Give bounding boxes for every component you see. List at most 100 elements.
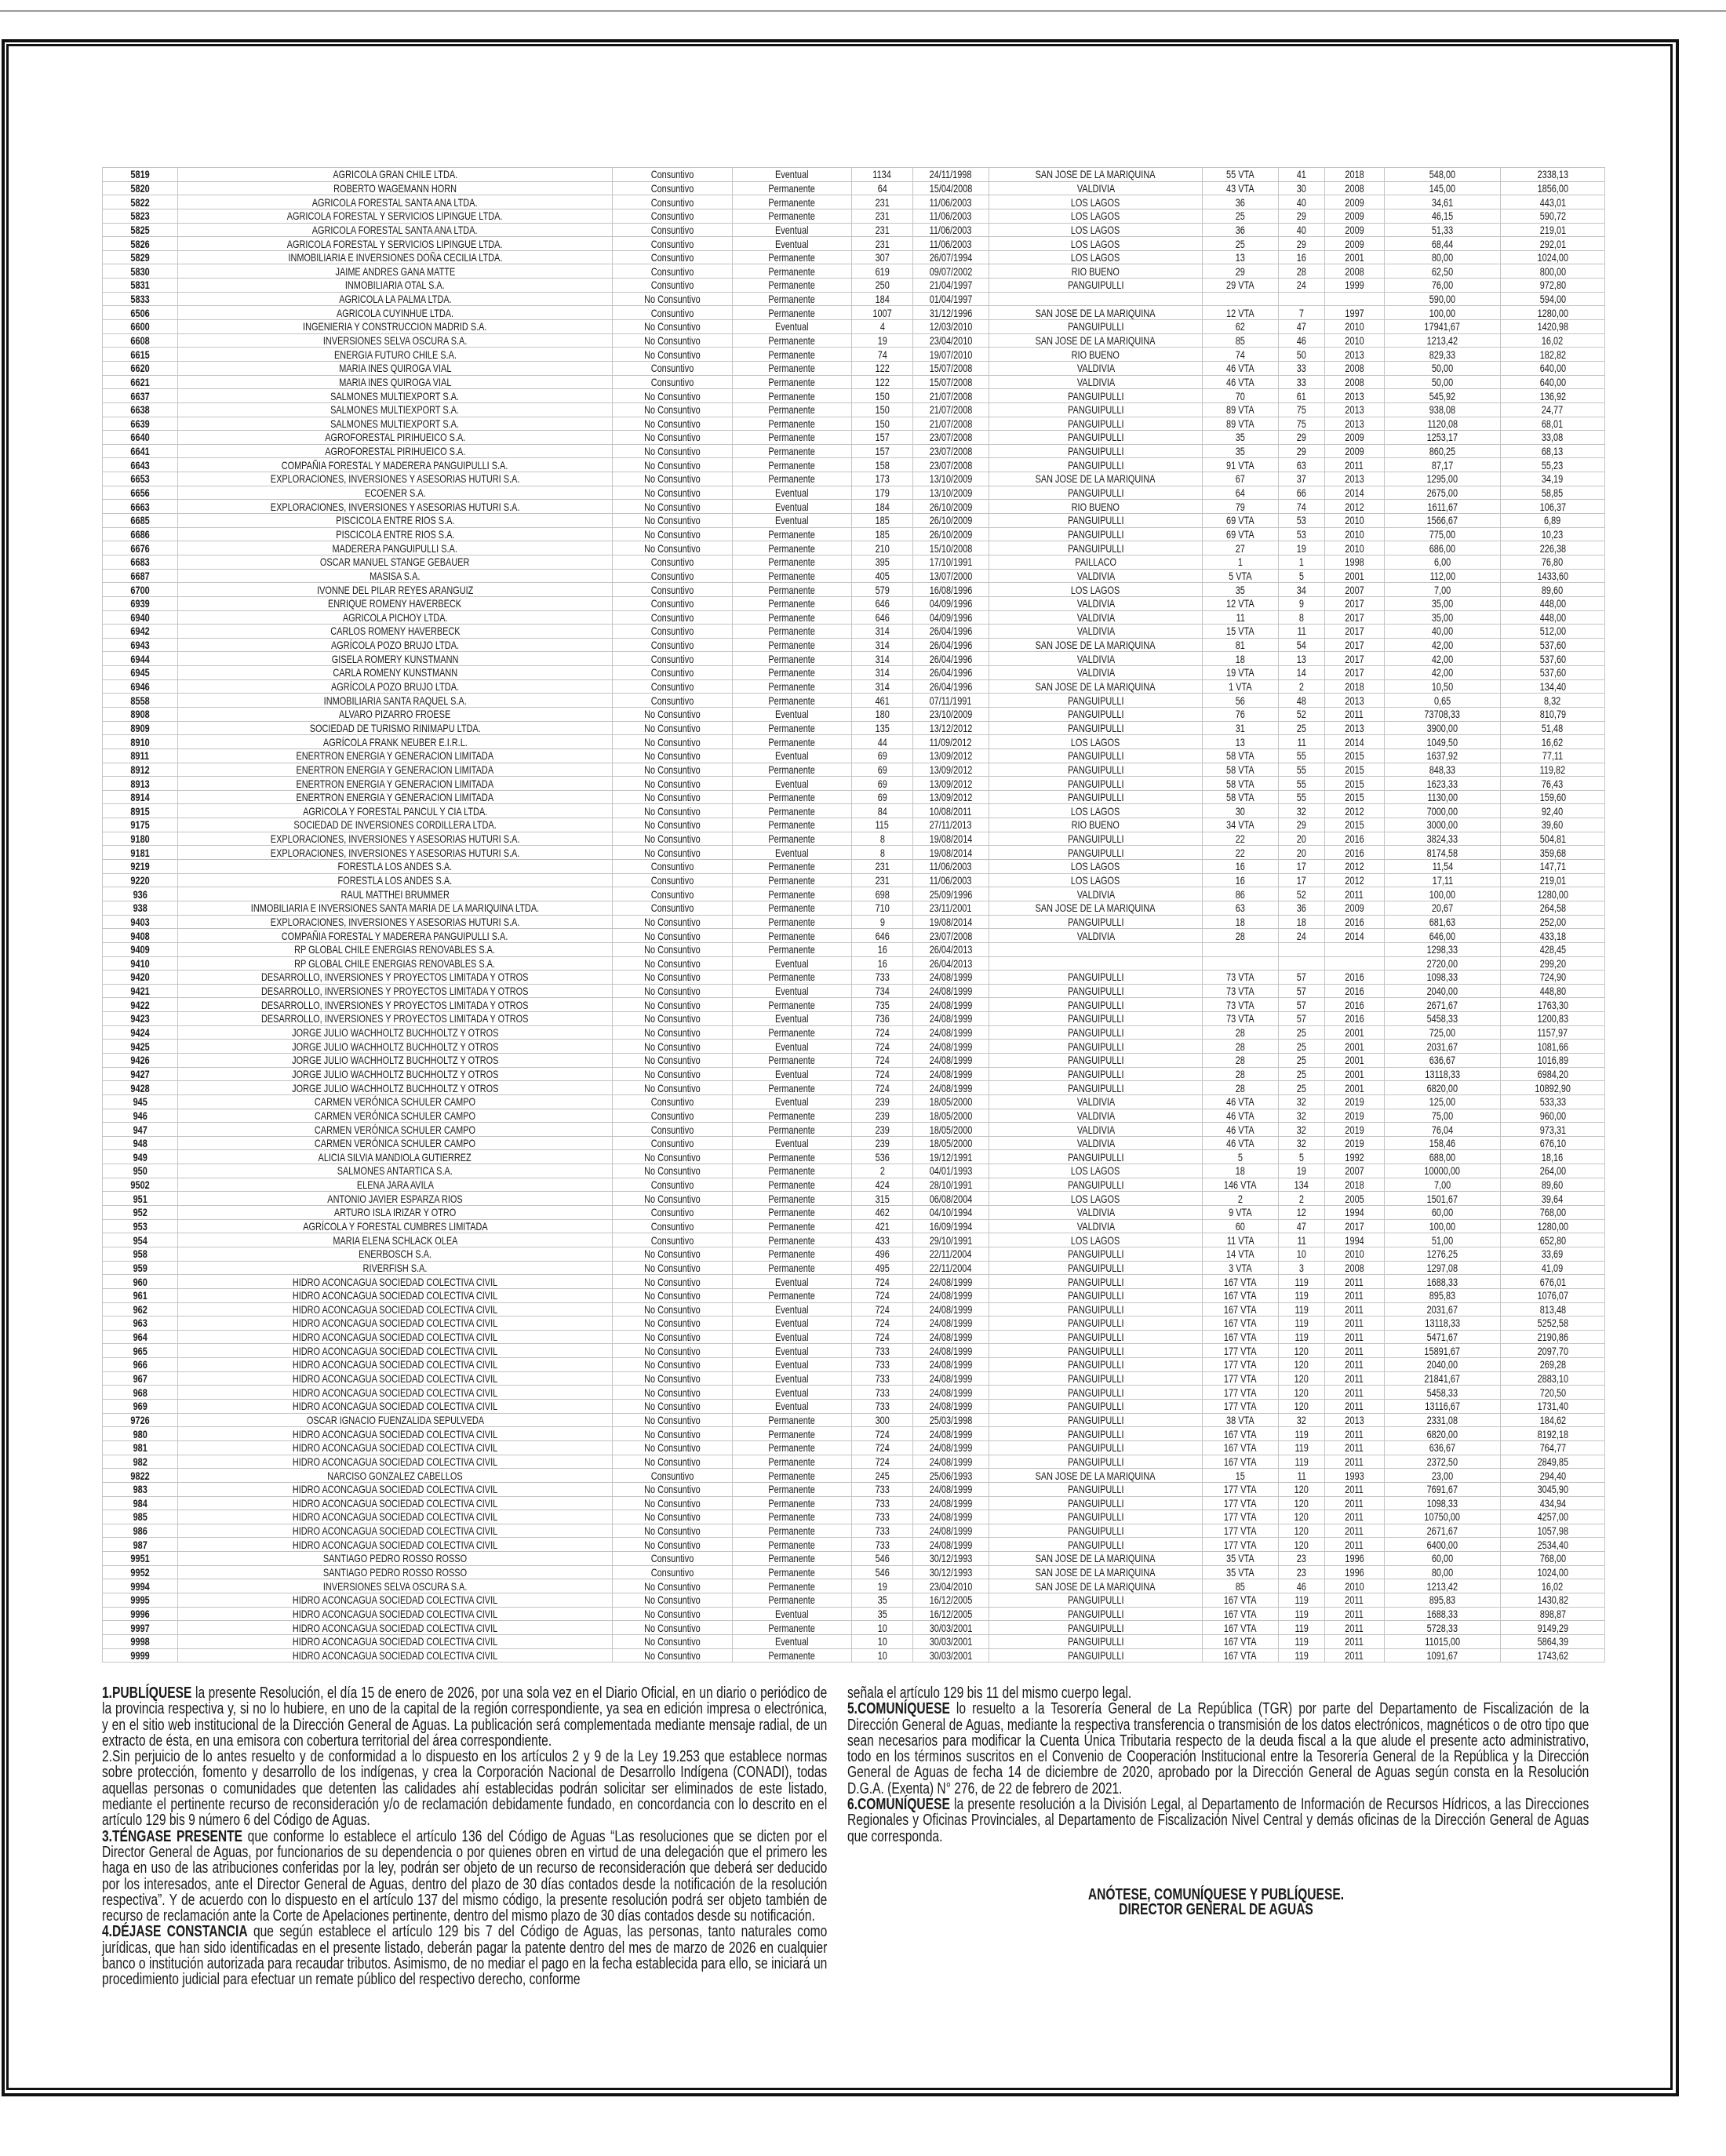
patent-amount-cell: 292,01 [1500,236,1605,251]
commune-cell: PANGUIPULLI [989,1357,1203,1372]
table-row: 9403 EXPLORACIONES, INVERSIONES Y ASESORI… [102,914,1605,930]
folio: 16 [1235,873,1246,887]
right-id-cell: 8910 [102,734,178,749]
folio: 25 [1235,209,1246,223]
registry-number: 122 [875,375,890,388]
holder-name: JORGE JULIO WACHHOLTZ BUCHHOLTZ Y OTROS [291,1040,499,1053]
registry-number-cell: 10 [851,1620,913,1635]
exercise-type-cell: Permanente [732,1080,852,1095]
folio: 167 VTA [1224,1427,1257,1440]
table-row: 5829 INMOBILIARIA E INVERSIONES DOÑA CECI… [102,249,1605,265]
year-cell: 2011 [1324,1385,1385,1400]
folio: 2 [1237,1192,1244,1205]
exercise-type-cell: Permanente [732,1579,852,1593]
year: 1992 [1345,1150,1364,1164]
folio-cell: 35 VTA [1202,1551,1279,1566]
registry-number: 10 [877,1621,887,1634]
year-cell: 2008 [1324,374,1385,390]
registry-date-cell: 23/04/2010 [912,1579,989,1593]
flow-amount: 548,00 [1429,168,1456,181]
year: 2011 [1345,1317,1364,1330]
right-id: 950 [133,1164,147,1178]
holder-name: DESARROLLO, INVERSIONES Y PROYECTOS LIMI… [261,985,529,998]
registry-number: 314 [875,625,890,638]
commune: LOS LAGOS [1071,735,1120,748]
year-cell: 2012 [1324,803,1385,819]
holder-name: HIDRO ACONCAGUA SOCIEDAD COLECTIVA CIVIL [292,1427,498,1440]
year: 2010 [1345,1579,1364,1593]
flow-amount-cell: 62,50 [1384,264,1501,279]
patent-amount: 533,33 [1539,1095,1566,1109]
commune: PANGUIPULLI [1067,1331,1124,1344]
holder-name: ENERBOSCH S.A. [359,1247,432,1261]
folio-cell: 46 VTA [1202,1135,1279,1151]
flow-amount-cell: 2331,08 [1384,1412,1501,1428]
year: 2011 [1345,1400,1364,1413]
right-id: 9502 [130,1178,150,1192]
exercise-type: Permanente [768,1206,816,1219]
exercise-type: Permanente [768,998,816,1011]
right-id: 9998 [130,1635,150,1648]
entry-number-cell: 23 [1278,1564,1325,1580]
patent-amount-cell: 106,37 [1500,499,1605,515]
entry-number-cell: 57 [1278,970,1325,985]
usage-type-cell: No Consuntivo [612,1592,733,1608]
patent-amount: 448,00 [1539,610,1566,624]
registry-date: 24/08/1999 [929,1427,973,1440]
entry-number-cell: 8 [1278,610,1325,625]
commune-cell: PANGUIPULLI [989,1648,1203,1663]
registry-number: 19 [877,334,887,347]
patent-amount: 4257,00 [1537,1510,1568,1524]
exercise-type: Permanente [768,1593,816,1607]
year: 2013 [1345,417,1364,430]
registry-number: 424 [875,1178,890,1192]
folio-cell: 13 [1202,249,1279,265]
usage-type-cell: No Consuntivo [612,1246,733,1262]
entry-number-cell: 119 [1278,1454,1325,1470]
exercise-type-cell: Permanente [732,818,852,832]
folio: 13 [1235,735,1246,748]
year-cell: 2011 [1324,1537,1385,1553]
registry-date: 18/05/2000 [929,1123,973,1136]
entry-number-cell: 2 [1278,1191,1325,1207]
folio-cell: 76 [1202,706,1279,722]
registry-number: 733 [875,1496,890,1510]
exercise-type: Permanente [768,1579,816,1593]
year-cell: 2011 [1324,1633,1385,1649]
holder-name-cell: HIDRO ACONCAGUA SOCIEDAD COLECTIVA CIVIL [177,1523,613,1539]
entry-number: 120 [1294,1344,1309,1357]
flow-amount: 1637,92 [1426,749,1458,763]
usage-type: No Consuntivo [644,348,701,361]
holder-name: ALVARO PIZARRO FROESE [339,708,451,721]
patent-amount-cell: 33,08 [1500,430,1605,445]
flow-amount: 7691,67 [1426,1483,1458,1496]
year: 2011 [1345,1358,1364,1371]
year: 2017 [1345,597,1364,610]
entry-number-cell: 28 [1278,264,1325,279]
holder-name-cell: JAIME ANDRES GANA MATTE [177,264,613,279]
exercise-type-cell: Permanente [732,430,852,445]
patent-amount: 33,69 [1542,1247,1564,1261]
folio-cell: 5 [1202,1149,1279,1165]
flow-amount-cell: 75,00 [1384,1108,1501,1124]
year: 1996 [1345,1552,1364,1565]
usage-type-cell: No Consuntivo [612,1343,733,1359]
usage-type: No Consuntivo [644,1386,701,1399]
holder-name: HIDRO ACONCAGUA SOCIEDAD COLECTIVA CIVIL [292,1538,498,1551]
table-row: 6608 INVERSIONES SELVA OSCURA S.A. No Cons… [102,333,1605,348]
year: 2017 [1345,625,1364,638]
entry-number: 29 [1296,237,1307,250]
registry-number-cell: 8 [851,845,913,861]
registry-number-cell: 724 [851,1329,913,1345]
flow-amount-cell: 1298,33 [1384,941,1501,957]
exercise-type-cell: Eventual [732,1135,852,1151]
year: 2001 [1345,1026,1364,1040]
holder-name: HIDRO ACONCAGUA SOCIEDAD COLECTIVA CIVIL [292,1289,498,1302]
registry-number: 462 [875,1206,890,1219]
usage-type-cell: Consuntivo [612,679,733,694]
usage-type-cell: No Consuntivo [612,1260,733,1276]
exercise-type: Permanente [768,348,816,361]
usage-type-cell: Consuntivo [612,360,733,376]
holder-name: GISELA ROMERY KUNSTMANN [331,652,459,665]
folio-cell: 167 VTA [1202,1440,1279,1455]
